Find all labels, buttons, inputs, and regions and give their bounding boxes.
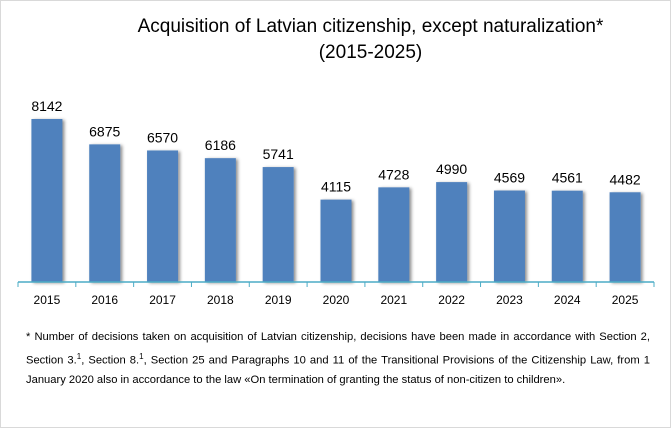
footnote-text-3: , Section 25 and Paragraphs 10 and 11 of… — [26, 354, 650, 386]
bar-2023 — [493, 190, 525, 282]
x-tick-label-2024: 2024 — [554, 293, 581, 307]
bar-2017 — [147, 150, 179, 282]
x-tick-label-2023: 2023 — [496, 293, 523, 307]
bar-2018 — [204, 158, 236, 282]
x-tick-label-2022: 2022 — [438, 293, 465, 307]
data-label-2022: 4990 — [436, 161, 467, 177]
data-label-2021: 4728 — [378, 166, 409, 182]
bar-2025 — [609, 192, 641, 282]
x-tick-label-2016: 2016 — [91, 293, 118, 307]
x-tick-label-2018: 2018 — [207, 293, 234, 307]
x-tick-label-2021: 2021 — [380, 293, 407, 307]
bar-2021 — [378, 187, 410, 282]
footnote-text-1: * Number of decisions taken on acquisiti… — [26, 331, 650, 367]
footnote: * Number of decisions taken on acquisiti… — [26, 328, 650, 390]
data-label-2019: 5741 — [263, 146, 294, 162]
data-label-2015: 8142 — [31, 98, 62, 114]
data-label-2025: 4482 — [610, 171, 641, 187]
bar-2024 — [551, 190, 583, 282]
bar-2016 — [89, 144, 121, 282]
x-tick-label-2020: 2020 — [323, 293, 350, 307]
x-tick-label-2025: 2025 — [612, 293, 639, 307]
data-label-2020: 4115 — [321, 179, 351, 195]
footnote-superscript-2: 1 — [139, 352, 144, 361]
data-label-2016: 6875 — [89, 123, 120, 139]
data-label-2024: 4561 — [552, 170, 583, 186]
chart-title: Acquisition of Latvian citizenship, exce… — [137, 16, 604, 37]
bar-2019 — [262, 167, 294, 282]
x-tick-label-2015: 2015 — [34, 293, 61, 307]
x-tick-label-2019: 2019 — [265, 293, 292, 307]
bar-2015 — [31, 119, 63, 282]
x-tick-label-2017: 2017 — [149, 293, 176, 307]
bar-chart: 8142 6875 6570 6186 5741 4115 4728 4990 4569 4561… — [17, 98, 655, 307]
bar-2022 — [436, 182, 468, 282]
bar-2020 — [320, 199, 352, 282]
data-label-2023: 4569 — [494, 170, 525, 186]
footnote-superscript-1: 1 — [76, 352, 82, 361]
chart-title-block: Acquisition of Latvian citizenship, exce… — [0, 14, 671, 66]
data-label-2018: 6186 — [205, 137, 236, 153]
chart-subtitle: (2015-2025) — [318, 42, 423, 63]
data-label-2017: 6570 — [147, 129, 178, 145]
footnote-text-2: , Section 8. — [81, 354, 140, 367]
